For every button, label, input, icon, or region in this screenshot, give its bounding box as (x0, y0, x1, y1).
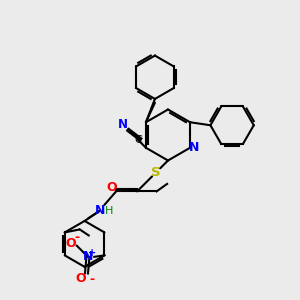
Text: -: - (89, 274, 94, 286)
Text: O: O (66, 237, 76, 250)
Text: -: - (74, 231, 79, 244)
Text: O: O (106, 181, 117, 194)
Text: N: N (83, 250, 93, 263)
Text: O: O (76, 272, 86, 285)
Text: +: + (88, 248, 97, 258)
Text: N: N (94, 204, 105, 218)
Text: C: C (134, 135, 142, 145)
Text: N: N (118, 118, 128, 131)
Text: S: S (151, 166, 160, 179)
Text: N: N (189, 141, 199, 154)
Text: H: H (104, 206, 113, 216)
